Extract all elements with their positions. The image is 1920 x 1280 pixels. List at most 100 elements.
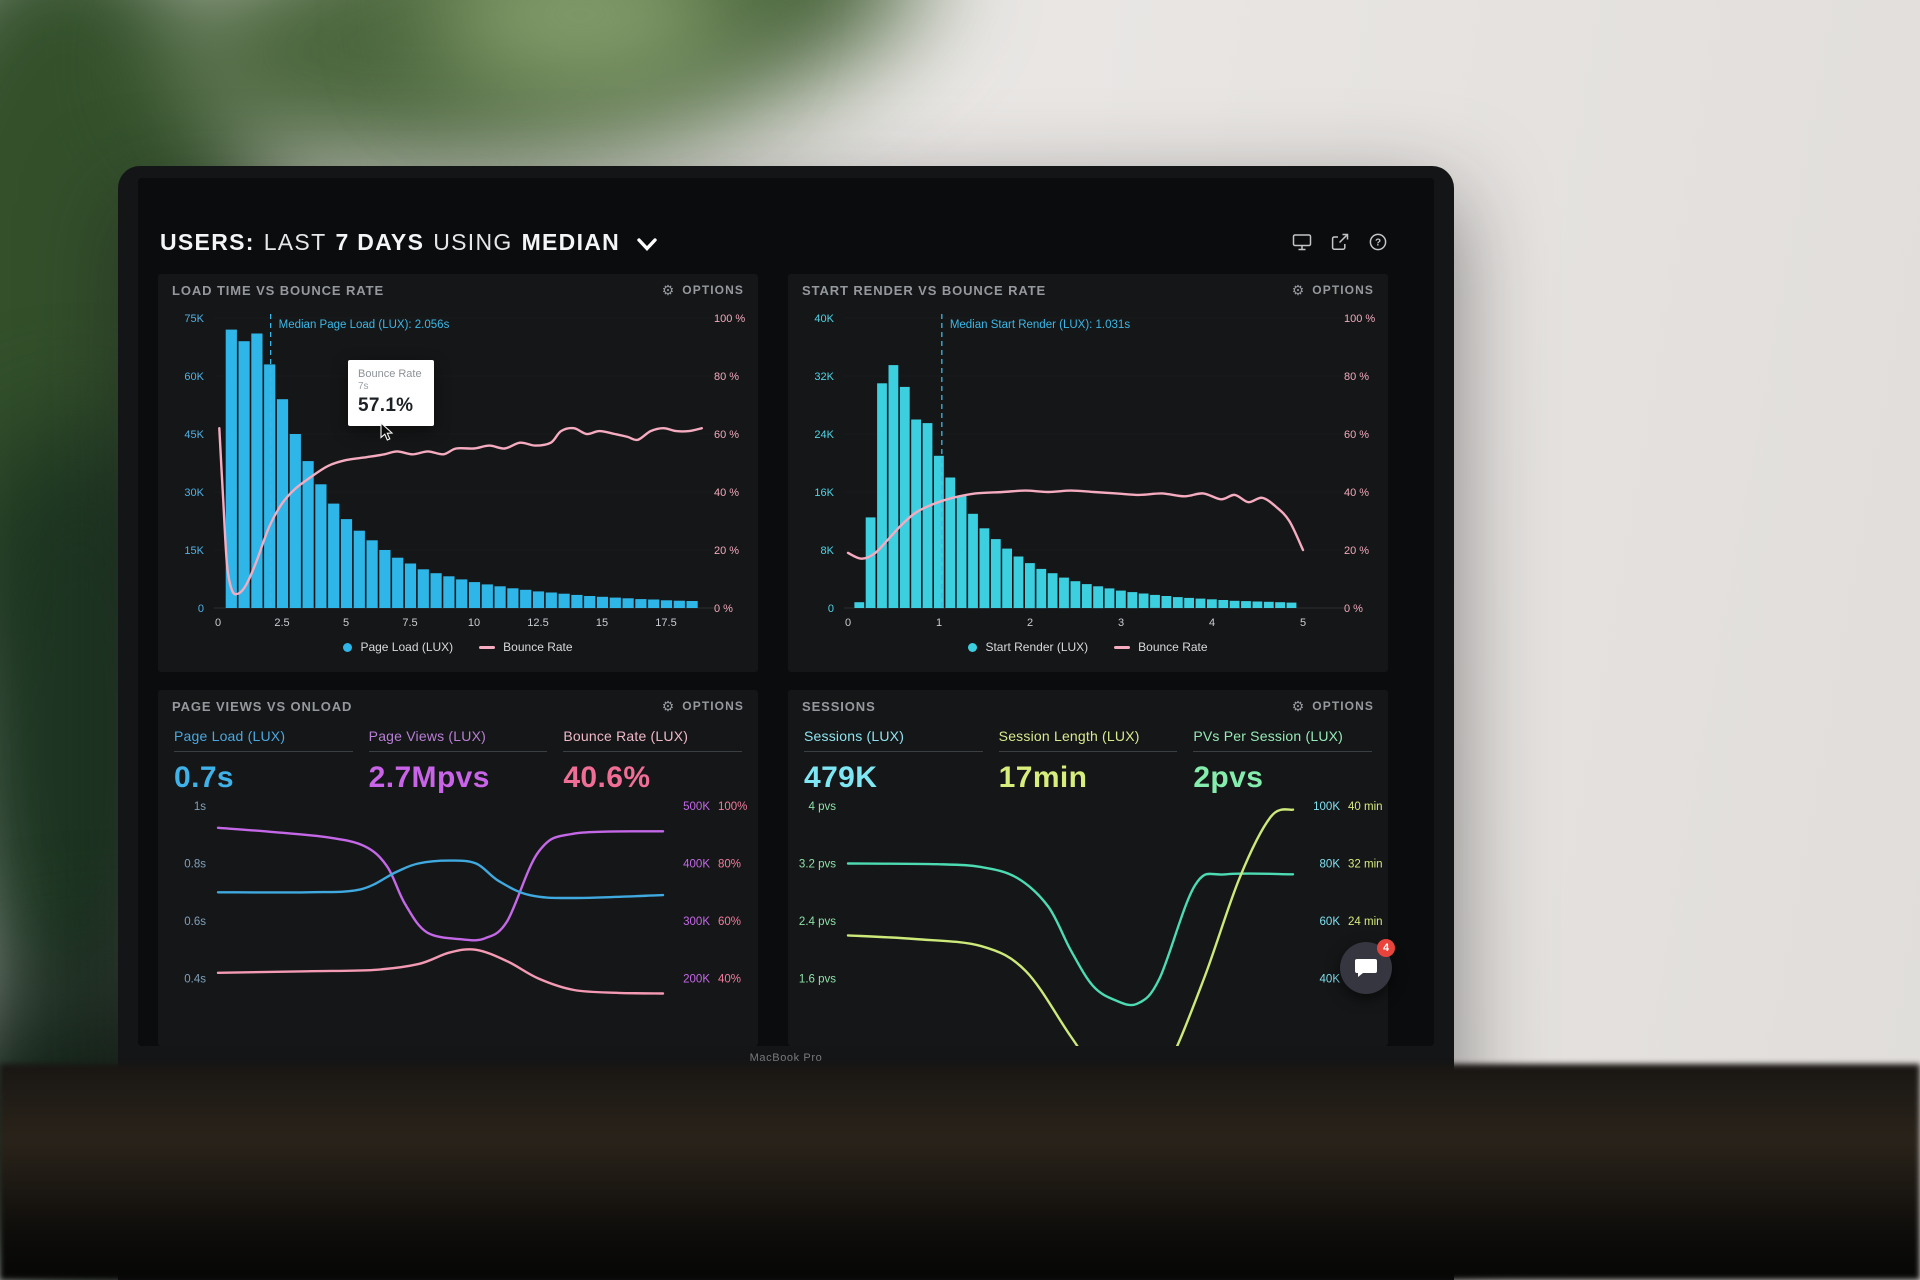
histogram-bar (507, 588, 519, 608)
start-render-chart[interactable]: 40K 100 % 32K 80 % 24K 60 % 16K 40 % 8K 20 % 0 0 % 0… (788, 308, 1388, 638)
histogram-bar (251, 333, 263, 608)
chat-widget-button[interactable]: 4 (1340, 939, 1395, 994)
legend-item: Start Render (LUX) (968, 640, 1088, 654)
histogram-bar (315, 484, 327, 608)
metric-value: 40.6% (563, 761, 651, 794)
axis-tick-label: 0 % (714, 603, 733, 615)
histogram-bar (238, 341, 250, 608)
histogram-bar (225, 329, 237, 608)
options-label: OPTIONS (1312, 283, 1374, 297)
panel-title: LOAD TIME VS BOUNCE RATE (172, 282, 385, 298)
histogram-bar (1207, 599, 1217, 608)
tooltip-value: 57.1% (358, 395, 414, 416)
axis-tick-label: 16K (814, 487, 834, 499)
options-button[interactable]: ⚙ OPTIONS (662, 283, 744, 297)
chart-legend: Page Load (LUX) Bounce Rate (158, 640, 758, 654)
histogram-bar (865, 517, 876, 608)
histogram-bar (1059, 577, 1069, 609)
histogram-bar (353, 530, 365, 608)
histogram-bar (945, 477, 956, 608)
options-button[interactable]: ⚙ OPTIONS (662, 699, 744, 713)
options-label: OPTIONS (682, 283, 744, 297)
axis-tick-label: 0 (828, 603, 834, 615)
users-range-dropdown[interactable]: USERS: LAST 7 DAYS USING MEDIAN (160, 229, 657, 256)
svg-text:?: ? (1375, 238, 1381, 249)
legend-item: Bounce Rate (479, 640, 573, 654)
axis-tick-label: 4 pvs (809, 801, 837, 813)
laptop-brand-label: MacBook Pro (749, 1052, 823, 1064)
axis-tick-label: 7.5 (402, 617, 417, 629)
session-length-line (846, 808, 1295, 1046)
axis-tick-label: 60% (718, 916, 741, 928)
chart-tooltip: Bounce Rate 7s 57.1% (348, 360, 434, 426)
histogram-bar (1002, 548, 1012, 608)
legend-line-swatch (479, 645, 496, 649)
axis-tick-label: 60K (184, 371, 204, 383)
axis-tick-label: 3 (1118, 617, 1124, 629)
histogram-bar (648, 599, 660, 608)
axis-tick-label: 24K (814, 429, 834, 441)
histogram-bar (854, 602, 865, 608)
axis-tick-label: 20 % (1344, 545, 1369, 557)
options-button[interactable]: ⚙ OPTIONS (1292, 283, 1374, 297)
help-icon[interactable]: ? (1368, 233, 1388, 251)
bounce-rate-line (846, 489, 1305, 560)
histogram-bar (1263, 601, 1274, 608)
histogram-bar (417, 569, 429, 608)
histogram-bar (340, 519, 353, 608)
legend-item: Bounce Rate (1114, 640, 1208, 654)
histogram-bar (545, 592, 557, 608)
histogram-bar (289, 434, 301, 608)
metric-value: 0.7s (174, 761, 234, 794)
axis-tick-label: 60 % (714, 429, 739, 441)
axis-tick-label: 12.5 (527, 617, 548, 629)
chat-unread-badge: 4 (1377, 939, 1395, 957)
dashboard-header: USERS: LAST 7 DAYS USING MEDIAN ? (160, 224, 1388, 260)
axis-tick-label: 80 % (714, 371, 739, 383)
metric-value: 479K (804, 761, 878, 794)
tooltip-title: Bounce Rate (358, 368, 422, 380)
axis-tick-label: 300K (683, 916, 710, 928)
legend-label: Start Render (LUX) (985, 640, 1089, 654)
axis-tick-label: 1s (194, 801, 206, 813)
axis-tick-label: 60 % (1344, 429, 1369, 441)
axis-tick-label: 40K (1320, 974, 1341, 986)
histogram-bar (1093, 586, 1103, 609)
axis-tick-label: 80K (1320, 859, 1341, 871)
panel-header: PAGE VIEWS VS ONLOAD ⚙ OPTIONS (158, 690, 758, 722)
histogram-bar (596, 596, 609, 608)
histogram-bar (609, 597, 621, 608)
histogram-bar (888, 365, 899, 608)
panel-header: SESSIONS ⚙ OPTIONS (788, 690, 1388, 722)
histogram-bar (1138, 593, 1149, 608)
page-views-onload-chart[interactable]: 1s 0.8s 0.6s 0.4s 500K 400K 300K 200K 100% 80% 60%… (158, 794, 758, 1046)
legend-label: Bounce Rate (1138, 640, 1208, 654)
options-button[interactable]: ⚙ OPTIONS (1292, 699, 1374, 713)
legend-line-swatch (1114, 645, 1131, 649)
share-icon[interactable] (1330, 233, 1350, 251)
axis-tick-label: 0.8s (184, 859, 206, 871)
pvs-per-session-line (846, 862, 1295, 1007)
title-part: 7 DAYS (335, 228, 425, 255)
histogram-bar (968, 513, 978, 609)
chart-legend: Start Render (LUX) Bounce Rate (788, 640, 1388, 654)
histogram-bar (1241, 601, 1251, 608)
histogram-bar (481, 584, 493, 608)
legend-dot-swatch (343, 642, 353, 652)
metric-page-views: Page Views (LUX) 2.7Mpvs (368, 728, 548, 795)
axis-tick-label: 4 (1209, 617, 1215, 629)
page-views-line (216, 826, 665, 942)
metric-label: Page Load (LUX) (174, 728, 353, 752)
histogram-bar (328, 503, 340, 608)
axis-tick-label: 17.5 (655, 617, 676, 629)
gear-icon: ⚙ (661, 282, 676, 298)
axis-tick-label: 15K (184, 545, 204, 557)
display-icon[interactable] (1292, 233, 1312, 251)
gear-icon: ⚙ (661, 698, 676, 714)
load-time-chart[interactable]: 75K 100 % 60K 80 % 45K 60 % 30K 40 % 15K 20 % 0 0 %… (158, 308, 758, 638)
metric-bounce-rate: Bounce Rate (LUX) 40.6% (563, 728, 742, 795)
sessions-chart[interactable]: 4 pvs 3.2 pvs 2.4 pvs 1.6 pvs 100K 80K 60K 40K 4… (788, 794, 1388, 1046)
histogram-bar (673, 600, 685, 608)
legend-label: Bounce Rate (503, 640, 573, 654)
histogram-bar (1127, 592, 1138, 609)
